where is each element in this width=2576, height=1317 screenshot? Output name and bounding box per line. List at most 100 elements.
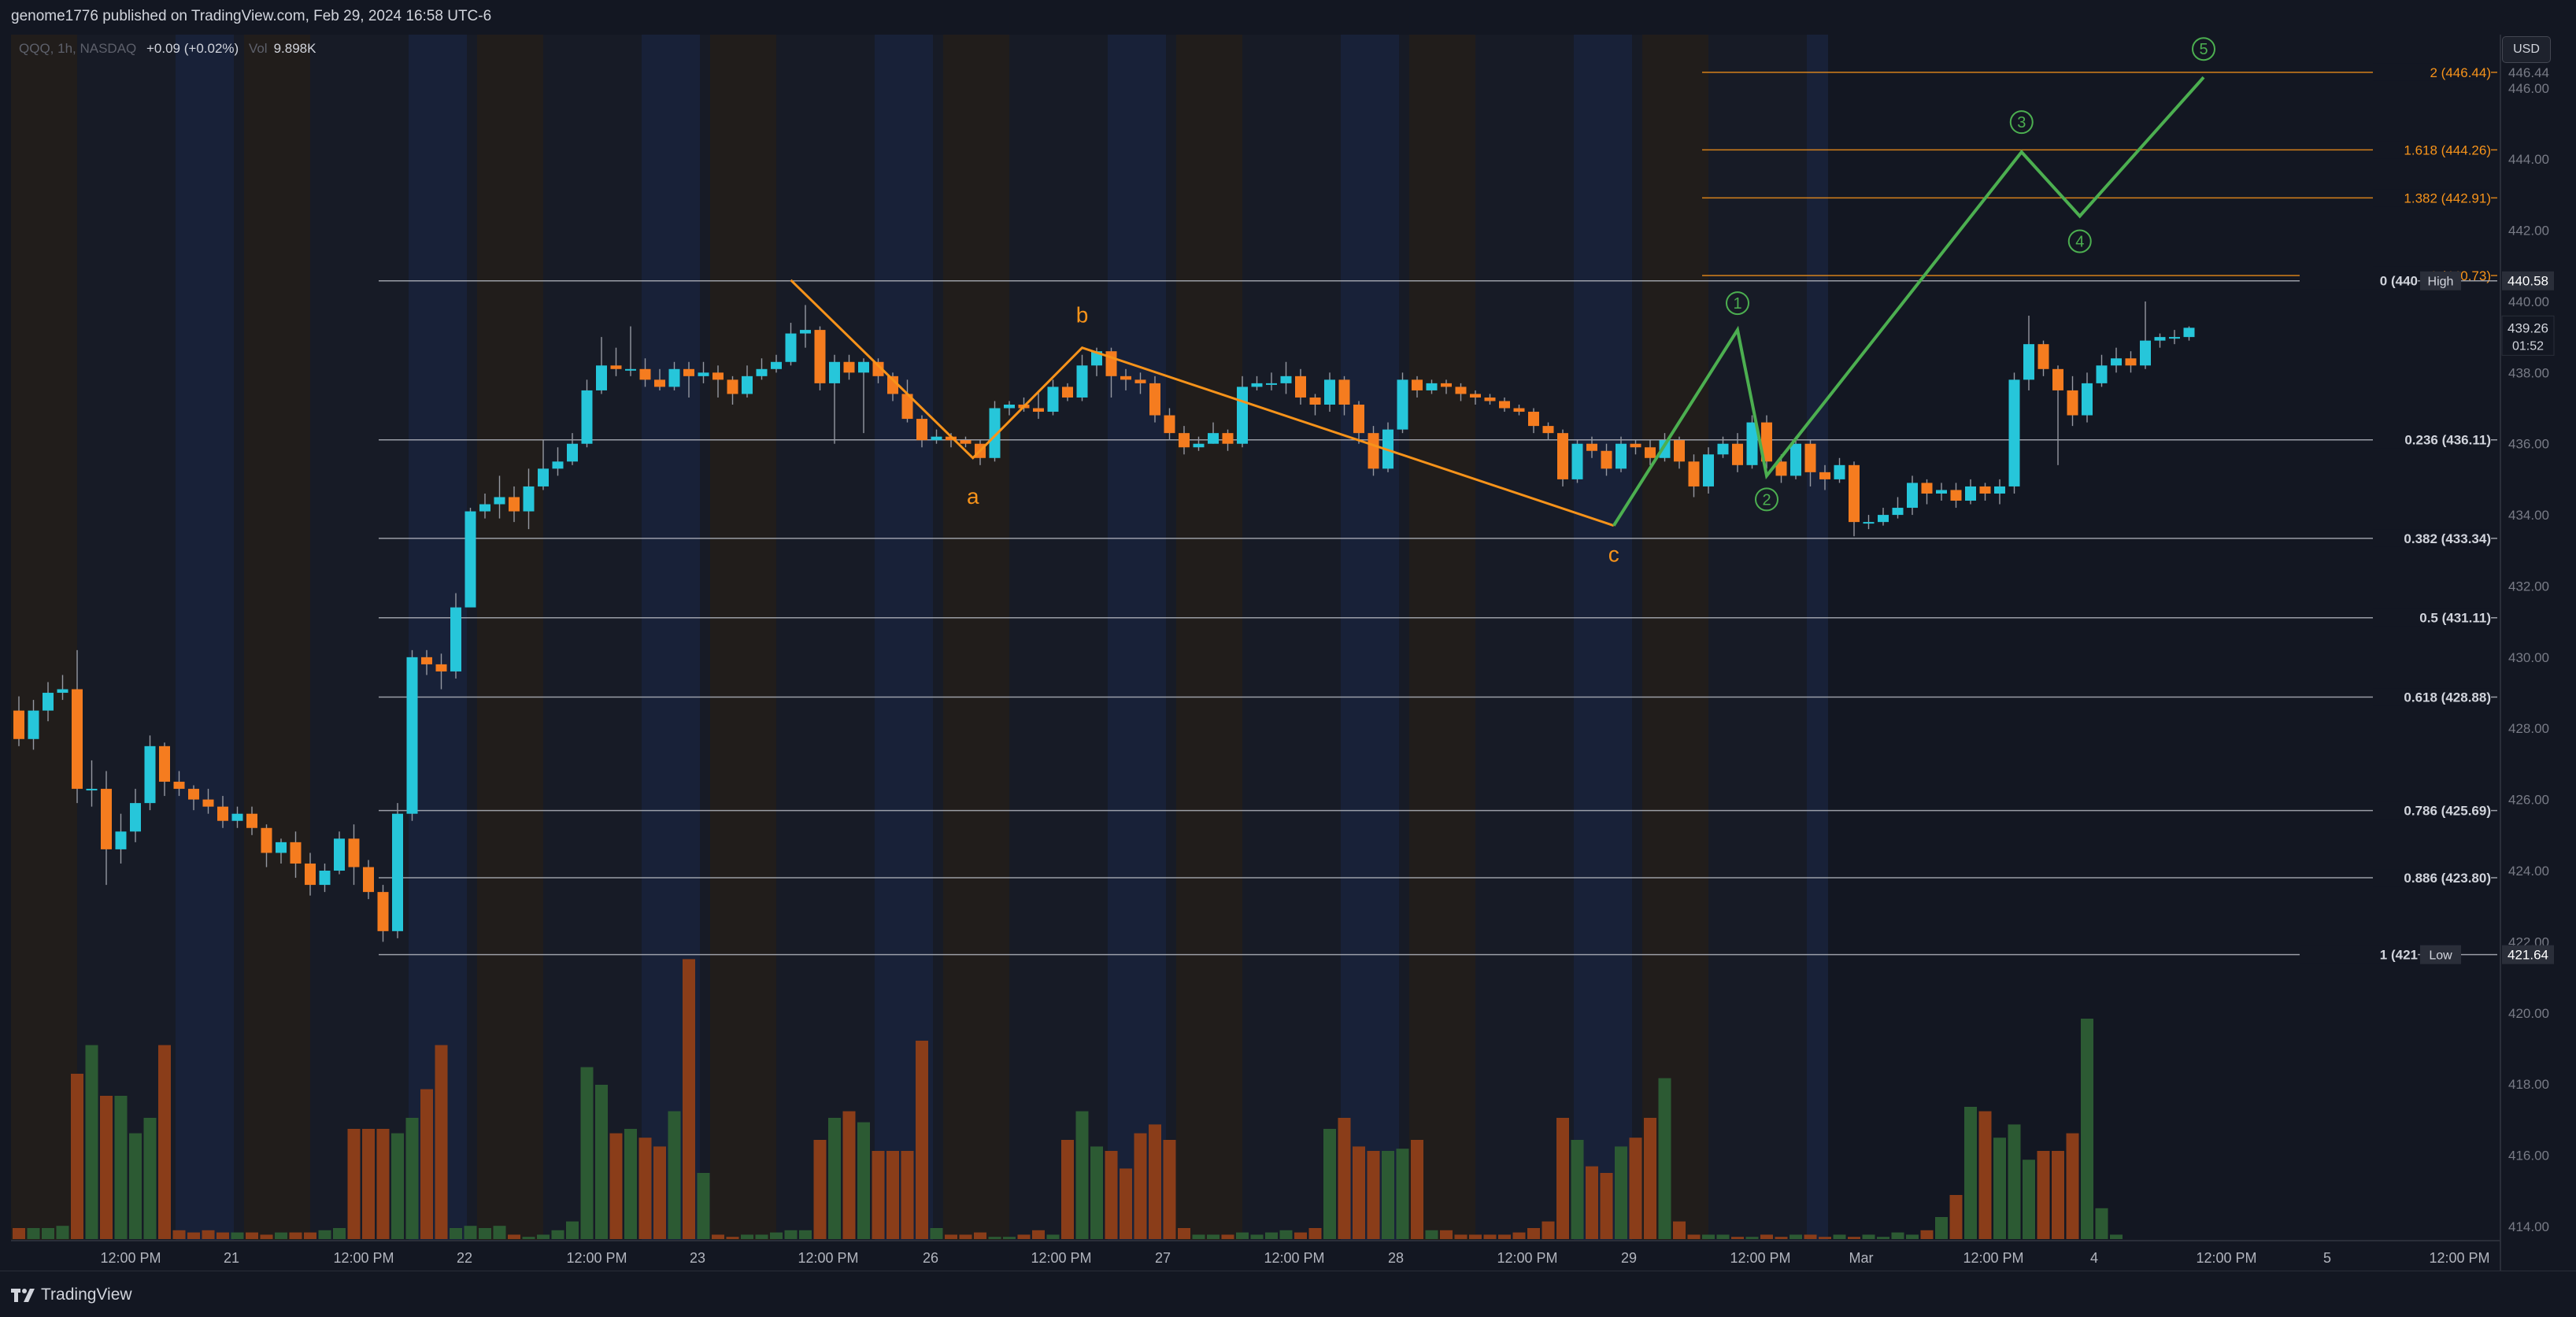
volume-bar: [347, 1129, 361, 1239]
candle-body: [668, 368, 680, 387]
candle-body: [1746, 422, 1758, 465]
candle-body: [1397, 379, 1408, 430]
candle-body: [246, 813, 257, 828]
volume-bar: [886, 1151, 899, 1239]
candle-body: [2154, 337, 2166, 341]
candle-body: [2023, 344, 2034, 380]
candle-body: [2140, 340, 2151, 366]
x-tick-label: 12:00 PM: [1730, 1250, 1790, 1266]
volume-value: 9.898K: [273, 41, 316, 56]
volume-bar: [1353, 1146, 1365, 1239]
volume-bar: [1105, 1151, 1118, 1239]
current-price-value: 439.26: [2508, 320, 2548, 335]
current-price-box: [2501, 315, 2555, 356]
fib-label-bg: [2300, 945, 2418, 964]
candle-body: [814, 330, 826, 383]
candle-body: [1237, 387, 1248, 444]
volume-bar: [2095, 1208, 2108, 1239]
volume-bar: [974, 1232, 986, 1239]
volume-bar: [1046, 1234, 1060, 1239]
candle-body: [1878, 515, 1889, 523]
candle-body: [756, 368, 768, 376]
session-band: [710, 35, 776, 1241]
volume-bar: [1862, 1234, 1875, 1239]
volume-bar: [842, 1111, 856, 1239]
volume-bar: [1032, 1230, 1045, 1239]
volume-bar: [1323, 1129, 1336, 1239]
volume-bar: [333, 1228, 346, 1239]
volume-bar: [1790, 1234, 1802, 1239]
candle-body: [363, 867, 374, 893]
volume-label: Vol: [248, 41, 268, 56]
candle-body: [654, 379, 665, 387]
currency-button[interactable]: USD: [2502, 36, 2551, 63]
volume-bar: [1745, 1237, 1759, 1239]
fib-label-bg: [2373, 609, 2491, 627]
candle-body: [989, 408, 1001, 458]
candle-body: [858, 361, 869, 373]
volume-bar: [1949, 1195, 1963, 1239]
volume-bar: [1250, 1234, 1264, 1239]
volume-bar: [741, 1234, 753, 1239]
candle-body: [523, 486, 535, 512]
session-band: [943, 35, 1009, 1241]
volume-bar: [1003, 1237, 1016, 1239]
volume-bar: [1629, 1138, 1642, 1239]
volume-bar: [1935, 1217, 1948, 1239]
candle-body: [800, 330, 811, 334]
fib-level-label: 1.618 (444.26): [2404, 142, 2491, 157]
price-tag-value: 421.64: [2508, 948, 2548, 963]
volume-bar: [595, 1085, 608, 1239]
candle-body: [1804, 443, 1816, 472]
tradingview-logo[interactable]: TradingView: [11, 1286, 132, 1304]
volume-bar: [1469, 1234, 1482, 1239]
fib-level-label: 1.382 (442.91): [2404, 191, 2491, 205]
volume-bar: [420, 1089, 433, 1239]
candle-body: [494, 497, 505, 505]
wave-label-5: 5: [2199, 41, 2208, 58]
wave-label-2: 2: [1762, 491, 1771, 509]
candle-body: [916, 419, 927, 441]
volume-bar: [304, 1232, 316, 1239]
wave-label-b: b: [1076, 303, 1089, 327]
x-tick-label: 22: [457, 1250, 472, 1266]
y-tick-label: 430.00: [2508, 650, 2549, 665]
volume-bar: [1221, 1234, 1234, 1239]
fib-levels: 2 (446.44) 1.618 (444.26) 1.382 (442.91) 1 …: [379, 63, 2554, 964]
change-value: +0.09 (+0.02%): [146, 41, 239, 56]
candle-body: [1251, 383, 1263, 387]
volume-bar: [318, 1230, 331, 1239]
volume-bar: [129, 1133, 142, 1239]
volume-bar: [1848, 1237, 1860, 1239]
session-band: [310, 35, 409, 1241]
session-band: [875, 35, 933, 1241]
volume-bar: [566, 1221, 579, 1239]
session-band: [1475, 35, 1574, 1241]
candle-body: [1819, 472, 1830, 479]
x-tick-label: 5: [2323, 1250, 2331, 1266]
candle-body: [57, 689, 68, 694]
candle-body: [377, 892, 389, 931]
volume-bar: [1819, 1237, 1831, 1239]
volume-bar: [376, 1129, 390, 1239]
volume-bar: [405, 1118, 419, 1239]
candle-body: [1455, 387, 1467, 394]
session-band: [1108, 35, 1166, 1241]
volume-bar: [2066, 1133, 2079, 1239]
volume-bar: [1178, 1228, 1190, 1239]
candle-body: [86, 789, 98, 791]
candle-body: [2037, 344, 2049, 369]
candle-body: [625, 368, 636, 371]
candle-body: [72, 689, 83, 790]
candle-body: [1557, 433, 1568, 479]
volume-bar: [391, 1133, 404, 1239]
volume-bar: [872, 1151, 885, 1239]
volume-bar: [2081, 1019, 2093, 1239]
y-tick-label: 446.44: [2508, 65, 2549, 80]
session-band: [1409, 35, 1475, 1241]
x-tick-label: 12:00 PM: [798, 1250, 858, 1266]
x-tick-label: 12:00 PM: [1963, 1250, 2023, 1266]
candle-body: [144, 745, 156, 804]
candle-body: [552, 461, 564, 469]
